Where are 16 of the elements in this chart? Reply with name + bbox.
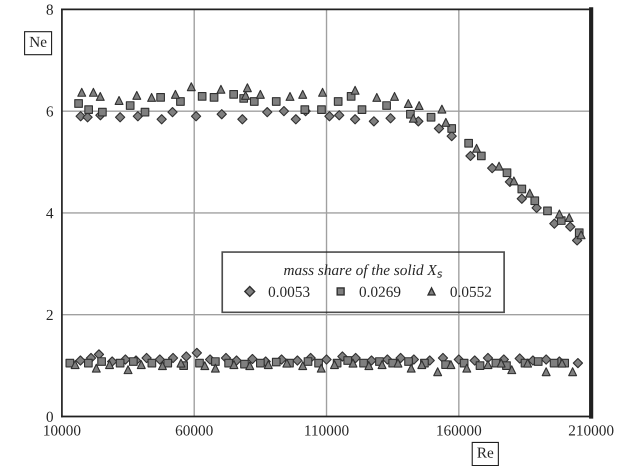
x-tick-label: 60000 bbox=[176, 425, 213, 436]
x-axis-title: Re bbox=[477, 448, 494, 458]
legend-label: 0.0053 bbox=[268, 286, 310, 298]
x-tick-label: 210000 bbox=[568, 425, 614, 436]
x-tick-label: 10000 bbox=[44, 425, 80, 436]
x-tick-label: 160000 bbox=[437, 425, 482, 436]
x-tick-label: 110000 bbox=[305, 425, 349, 436]
y-tick-label: 2 bbox=[46, 310, 53, 320]
y-tick-label: 4 bbox=[46, 208, 54, 218]
y-tick-label: 8 bbox=[46, 4, 53, 15]
legend-title: mass share of the solid X$_{s}$ bbox=[284, 264, 442, 278]
legend-label: 0.0269 bbox=[360, 286, 400, 298]
y-axis-title: Ne bbox=[30, 36, 46, 47]
y-tick-label: 0 bbox=[46, 412, 53, 422]
legend-label: 0.0552 bbox=[450, 286, 492, 298]
y-tick-label: 6 bbox=[46, 106, 54, 117]
